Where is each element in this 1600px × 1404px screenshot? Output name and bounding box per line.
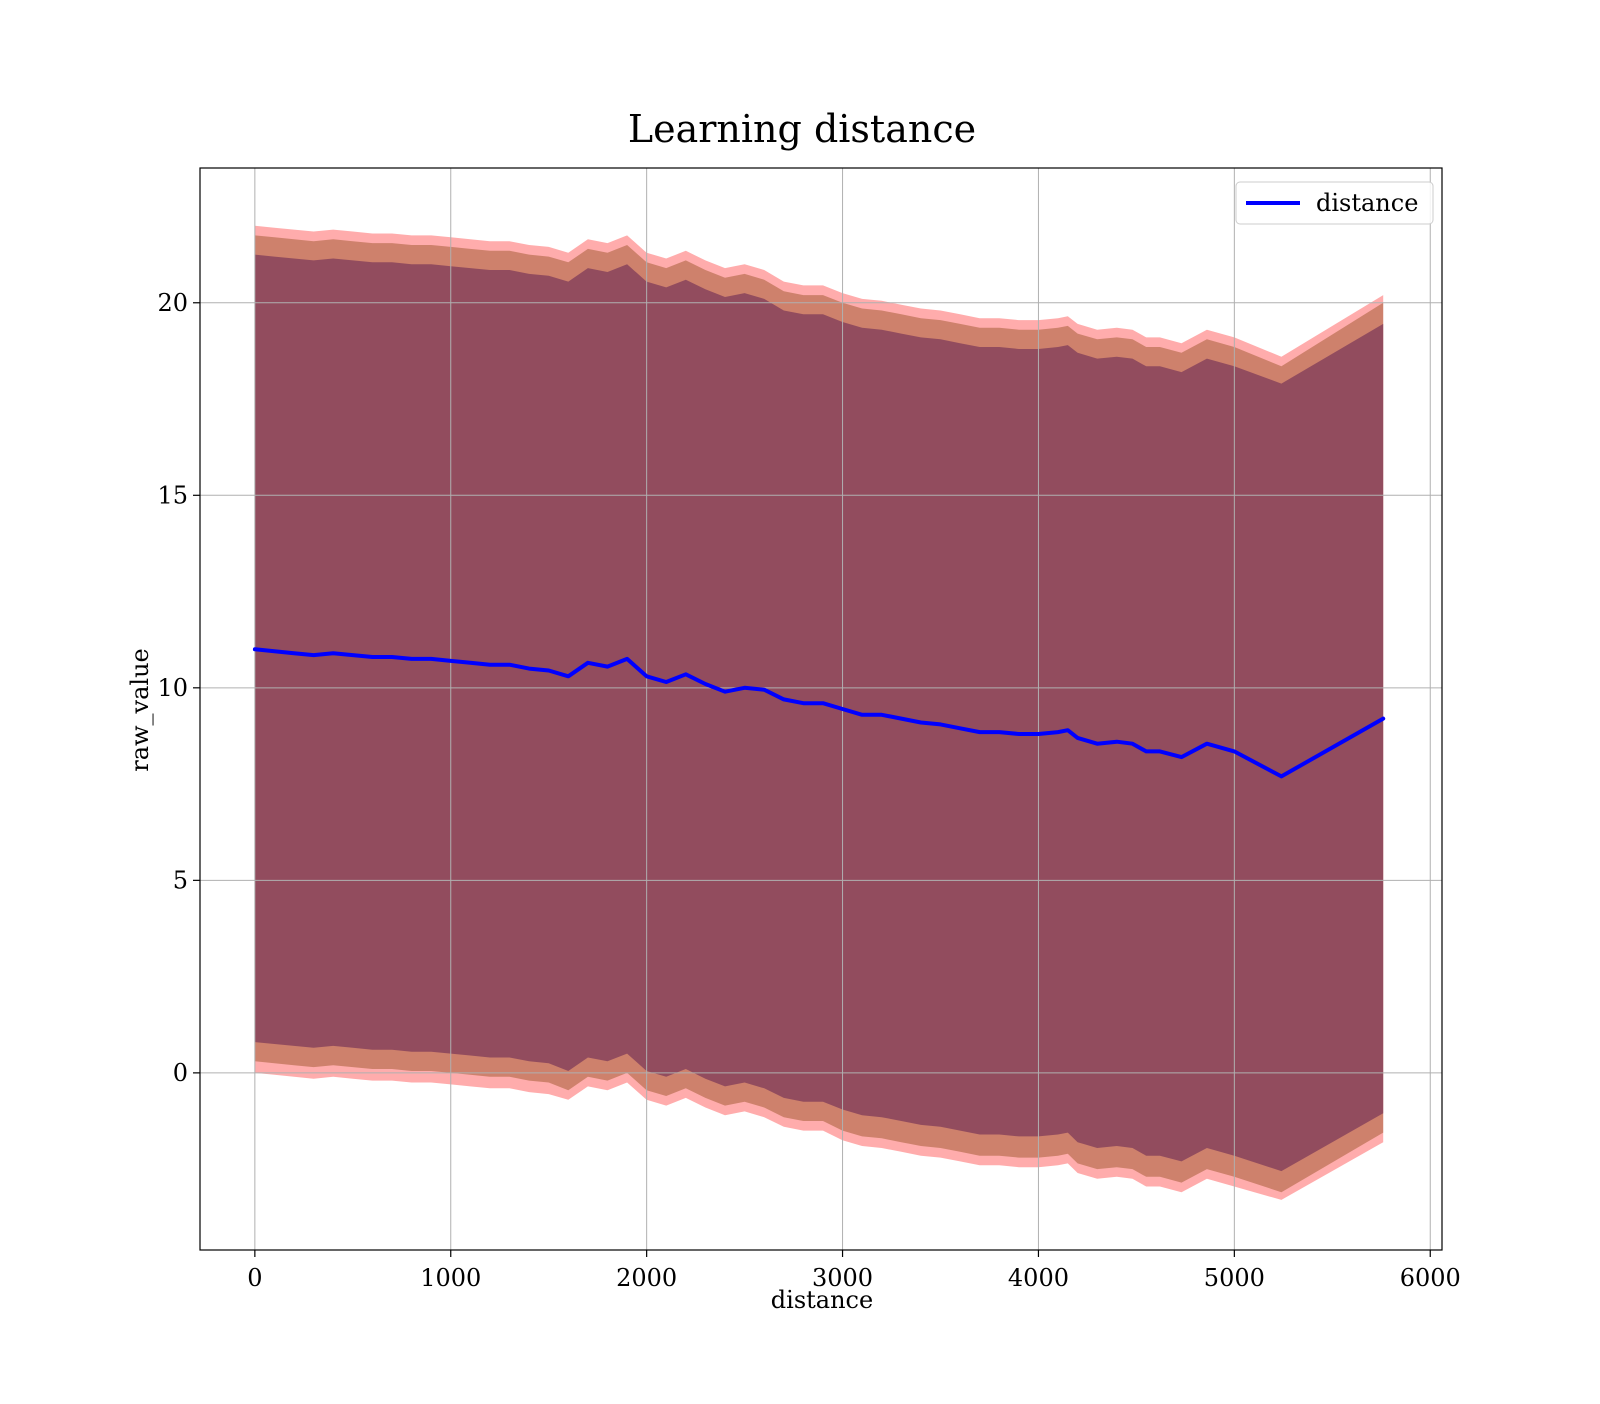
legend-box — [1235, 181, 1434, 225]
x-tick-label: 0 — [247, 1264, 262, 1292]
plot-frame — [199, 167, 1443, 1251]
x-tick-label: 4000 — [1008, 1264, 1069, 1292]
band-area-2 — [254, 254, 1384, 1172]
series-lines — [252, 647, 1386, 779]
y-tick-label: 5 — [173, 866, 188, 894]
confidence-bands — [254, 225, 1384, 1200]
legend: distance — [1235, 181, 1434, 225]
y-axis-ticks: 0 5 10 15 20 — [157, 289, 200, 1087]
y-tick-label: 20 — [157, 289, 188, 317]
series-line-distance — [252, 647, 1386, 779]
legend-label: distance — [1316, 189, 1418, 217]
y-axis-label: raw_value — [126, 648, 154, 772]
x-axis-ticks: 0 1000 2000 3000 4000 5000 6000 — [247, 1250, 1461, 1292]
y-tick-label: 0 — [173, 1059, 188, 1087]
x-tick-label: 5000 — [1204, 1264, 1265, 1292]
x-tick-label: 6000 — [1400, 1264, 1461, 1292]
chart-title: Learning distance — [628, 107, 976, 151]
x-tick-label: 3000 — [812, 1264, 873, 1292]
grid-lines — [200, 168, 1442, 1250]
y-tick-label: 15 — [157, 481, 188, 509]
x-axis-label: distance — [771, 1286, 873, 1314]
y-tick-label: 10 — [157, 674, 188, 702]
x-tick-label: 1000 — [420, 1264, 481, 1292]
x-tick-label: 2000 — [616, 1264, 677, 1292]
